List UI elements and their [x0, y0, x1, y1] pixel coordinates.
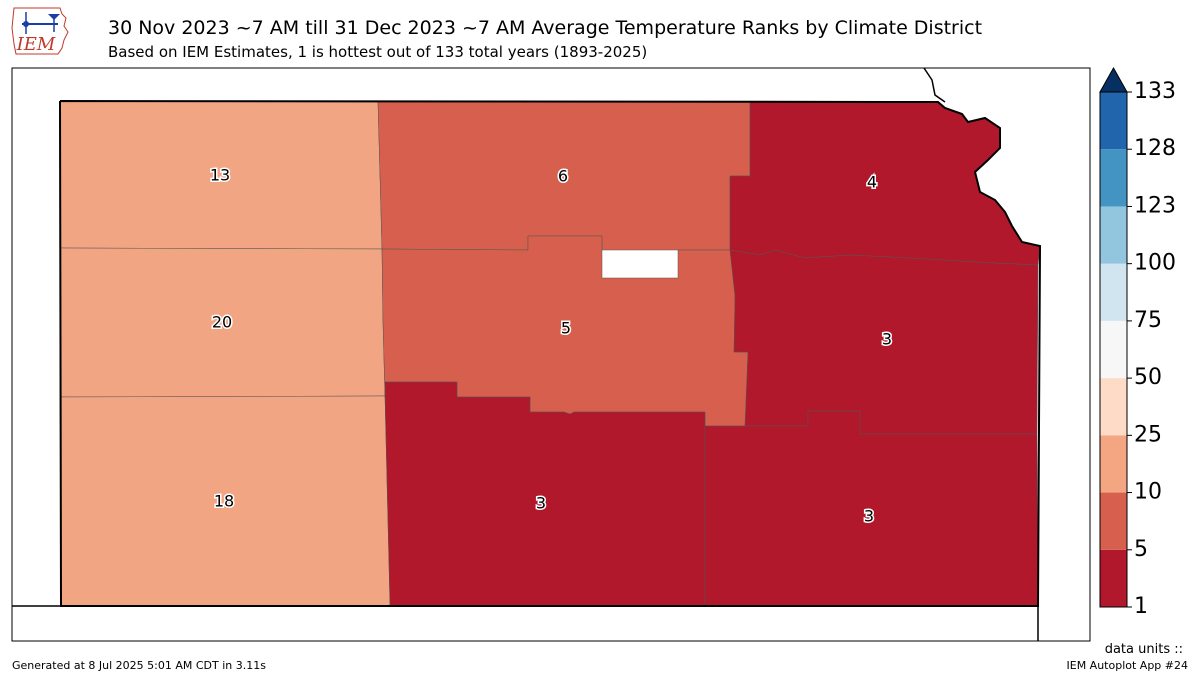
district-label-east-central: 3 — [882, 330, 892, 349]
colorbar-tick-label: 25 — [1134, 422, 1162, 447]
colorbar-tick-label: 128 — [1134, 136, 1176, 161]
colorbar-tick-label: 1 — [1134, 594, 1148, 619]
district-label-northwest: 13 — [210, 166, 230, 185]
district-label-south-central: 3 — [536, 494, 546, 513]
map-subtitle: Based on IEM Estimates, 1 is hottest out… — [108, 43, 648, 61]
colorbar-frame — [1099, 91, 1128, 608]
colorbar-segment — [1100, 320, 1127, 379]
district-label-north-central: 6 — [558, 167, 568, 186]
generated-timestamp: Generated at 8 Jul 2025 5:01 AM CDT in 3… — [12, 659, 266, 672]
district-label-central: 5 — [561, 319, 571, 338]
data-units-label: data units :: — [1104, 642, 1183, 657]
colorbar-segment — [1100, 92, 1127, 150]
colorbar-tick-label: 50 — [1134, 365, 1162, 390]
logo-text: IEM — [16, 34, 56, 55]
colorbar-segment — [1100, 378, 1127, 436]
autoplot-app-label: IEM Autoplot App #24 — [1066, 659, 1189, 672]
colorbar-segment — [1100, 149, 1127, 207]
district-label-west-central: 20 — [212, 313, 232, 332]
colorbar-tick-label: 10 — [1134, 480, 1162, 505]
colorbar-tick-label: 75 — [1134, 308, 1162, 333]
river-boundary — [923, 67, 946, 103]
district-label-southeast: 3 — [864, 507, 874, 526]
colorbar-segment — [1100, 206, 1127, 264]
colorbar-ticks: 1 5 10 25 50 75 100 123 128 133 — [1127, 79, 1176, 619]
colorbar-tick-label: 100 — [1134, 251, 1176, 276]
colorbar-extend-arrow — [1099, 66, 1128, 93]
colorbar-segment — [1100, 549, 1127, 607]
district-label-southwest: 18 — [214, 492, 234, 511]
colorbar-segment — [1100, 492, 1127, 550]
district-label-northeast: 4 — [867, 173, 877, 192]
colorbar-segment — [1100, 263, 1127, 321]
colorbar-tick-label: 133 — [1134, 79, 1176, 104]
iem-logo: IEM — [11, 7, 69, 55]
colorbar-segment — [1100, 435, 1127, 493]
colorbar-tick-label: 5 — [1134, 537, 1148, 562]
state-outline — [59, 100, 1042, 607]
map-title: 30 Nov 2023 ~7 AM till 31 Dec 2023 ~7 AM… — [108, 17, 983, 39]
colorbar-tick-label: 123 — [1134, 193, 1176, 218]
colorbar-segments — [1100, 92, 1127, 607]
